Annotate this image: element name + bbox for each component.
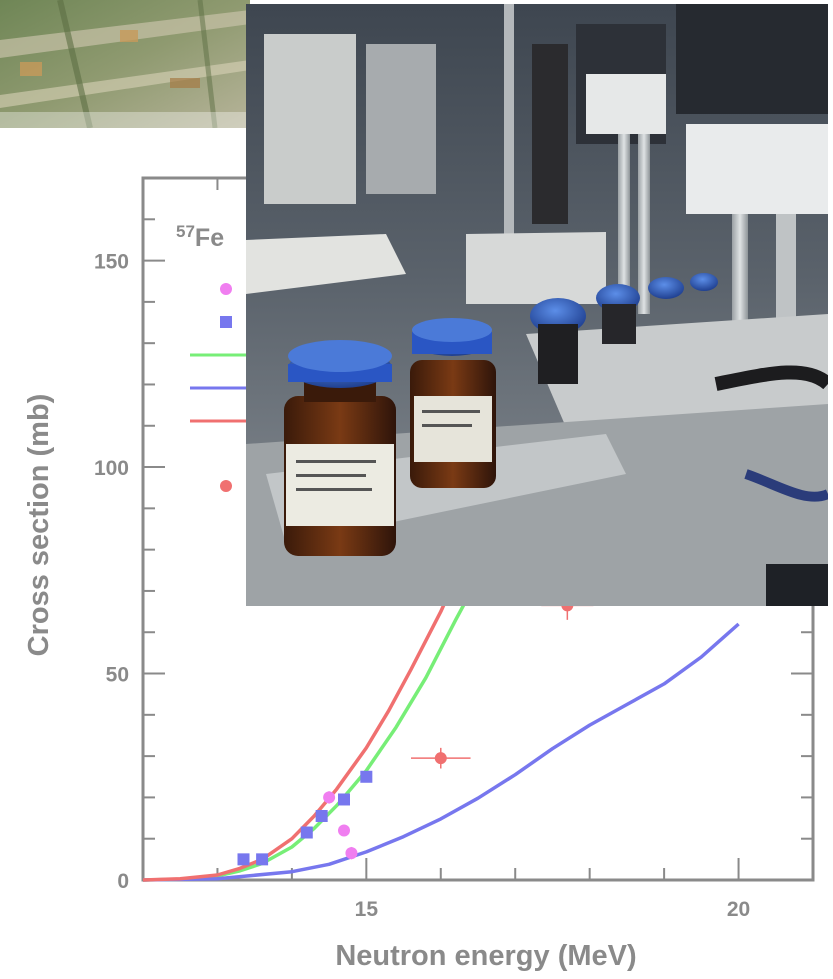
aerial-landscape-photo <box>0 0 250 128</box>
x-tick-label: 15 <box>355 898 379 921</box>
series-1-point <box>256 853 269 866</box>
legend-marker-5 <box>220 480 232 492</box>
y-tick-label: 50 <box>106 664 129 687</box>
legend-title-superscript: 57 <box>176 222 195 241</box>
chart-curves <box>142 577 740 882</box>
y-axis-title: Cross section (mb) <box>23 394 55 657</box>
lab-sample-changer-photo <box>246 4 828 606</box>
legend-marker-1 <box>220 316 232 328</box>
series-5-line <box>142 577 458 882</box>
series-1-point <box>237 853 250 866</box>
series-0-point <box>323 791 336 804</box>
series-0-point <box>345 847 358 860</box>
series-2-point <box>434 752 447 765</box>
series-0-point <box>338 824 350 837</box>
legend-marker-0 <box>220 283 232 295</box>
chart-legend: 57Fe <box>176 222 250 492</box>
y-tick-label: 0 <box>117 870 129 893</box>
series-4-line <box>142 622 740 882</box>
series-1-point <box>315 809 328 822</box>
x-axis-title: Neutron energy (MeV) <box>335 940 636 972</box>
legend-title-element: Fe <box>195 224 224 252</box>
y-tick-label: 100 <box>94 457 129 480</box>
y-tick-label: 150 <box>94 251 129 274</box>
series-1-point <box>360 770 373 783</box>
x-tick-label: 20 <box>727 898 750 921</box>
series-1-point <box>300 826 313 839</box>
legend-title: 57Fe <box>176 222 224 252</box>
series-1-point <box>338 793 350 806</box>
chart-points <box>237 590 594 866</box>
